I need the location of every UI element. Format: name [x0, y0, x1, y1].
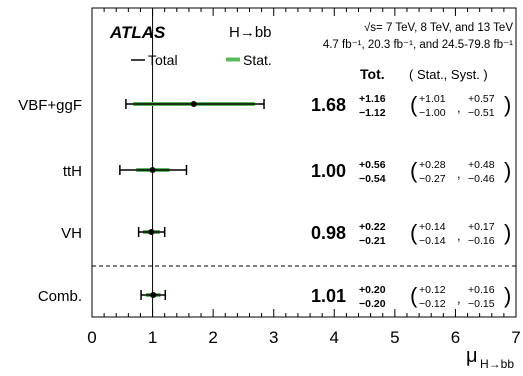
tot-up: +1.16: [359, 93, 386, 105]
stat-down: −0.14: [419, 235, 446, 247]
stat-up: +0.12: [419, 284, 446, 296]
stat-up: +1.01: [419, 93, 446, 105]
syst-up: +0.17: [468, 221, 495, 233]
plot-frame: [91, 7, 517, 318]
x-tick-label: 2: [208, 328, 217, 347]
comma: ,: [457, 291, 461, 306]
paren-close: ): [504, 220, 511, 245]
paren-open: (: [410, 283, 418, 308]
syst-up: +0.16: [468, 284, 495, 296]
row-label: VBF+ggF: [18, 97, 82, 114]
tot-up: +0.20: [359, 284, 386, 296]
mu-value: 1.00: [311, 161, 346, 181]
stat-down: −0.27: [419, 173, 446, 185]
syst-down: −0.16: [468, 235, 495, 247]
comma: ,: [457, 166, 461, 181]
tot-down: −1.12: [359, 107, 386, 119]
syst-down: −0.46: [468, 173, 495, 185]
tot-up: +0.22: [359, 221, 386, 233]
tot-down: −0.21: [359, 235, 386, 247]
paren-open: (: [410, 92, 418, 117]
stat-down: −0.12: [419, 298, 446, 310]
experiment-label: ATLAS: [109, 23, 166, 42]
paren-close: ): [504, 283, 511, 308]
central-value-marker: [150, 292, 157, 298]
stat-up: +0.14: [419, 221, 446, 233]
col-header-breakdown: ( Stat., Syst. ): [409, 67, 488, 82]
central-value-marker: [148, 229, 155, 235]
x-tick-label: 7: [511, 328, 520, 347]
legend-stat-label: Stat.: [243, 52, 272, 68]
mu-value: 1.68: [311, 95, 346, 115]
x-tick-label: 5: [390, 328, 399, 347]
comma: ,: [457, 228, 461, 243]
tot-down: −0.54: [359, 173, 386, 185]
tot-up: +0.56: [359, 159, 386, 171]
lumi-label: 4.7 fb⁻¹, 20.3 fb⁻¹, and 24.5-79.8 fb⁻¹: [323, 39, 513, 51]
mu-value: 0.98: [311, 223, 346, 243]
tot-down: −0.20: [359, 298, 386, 310]
row-label: ttH: [63, 163, 82, 180]
x-axis-label: μ: [466, 345, 478, 367]
energy-label: √s= 7 TeV, 8 TeV, and 13 TeV: [364, 21, 513, 34]
legend-stat-swatch: [226, 57, 240, 62]
x-axis-label-sub: H→bb: [480, 357, 514, 371]
row-label: Comb.: [38, 288, 82, 305]
central-value-marker: [190, 101, 197, 107]
syst-down: −0.15: [468, 298, 495, 310]
paren-close: ): [504, 92, 511, 117]
x-tick-label: 4: [330, 328, 339, 347]
x-tick-label: 3: [269, 328, 278, 347]
process-label: H→bb: [229, 24, 272, 41]
x-tick-label: 0: [87, 328, 96, 347]
mu-value: 1.01: [311, 286, 346, 306]
comma: ,: [457, 100, 461, 115]
paren-open: (: [410, 220, 418, 245]
col-header-tot: Tot.: [360, 66, 385, 82]
legend-total-label: Total: [148, 52, 178, 68]
central-value-marker: [149, 167, 156, 173]
syst-down: −0.51: [468, 107, 495, 119]
x-tick-label: 1: [148, 328, 157, 347]
paren-close: ): [504, 158, 511, 183]
x-tick-label: 6: [451, 328, 460, 347]
syst-up: +0.48: [468, 159, 495, 171]
paren-open: (: [410, 158, 418, 183]
syst-up: +0.57: [468, 93, 495, 105]
stat-up: +0.28: [419, 159, 446, 171]
row-label: VH: [61, 225, 82, 242]
stat-down: −1.00: [419, 107, 446, 119]
